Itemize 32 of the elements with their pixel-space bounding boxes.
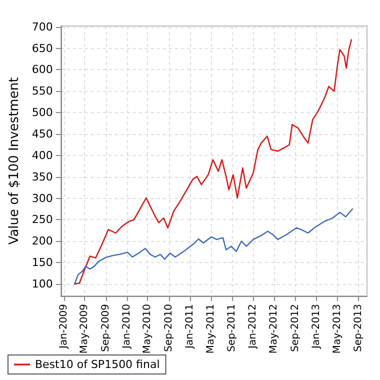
x-tick-label: Jan-2013 — [311, 304, 322, 350]
x-tick-label: Sep-2010 — [163, 304, 174, 352]
y-tick-label: 650 — [32, 42, 53, 55]
y-tick-label: 400 — [32, 148, 53, 162]
y-tick-label: 700 — [32, 20, 53, 34]
y-tick-label: 350 — [32, 170, 53, 184]
y-tick-label: 200 — [32, 234, 53, 248]
x-tick-label: Jan-2011 — [184, 304, 196, 350]
x-tick-label: May-2013 — [332, 304, 343, 354]
x-tick-label: Sep-2013 — [353, 304, 364, 352]
x-tick-label: May-2012 — [268, 304, 280, 354]
line-series — [74, 39, 352, 285]
x-tick-label: Jan-2012 — [248, 304, 259, 350]
x-tick-label: May-2010 — [142, 304, 154, 354]
y-tick-label: 450 — [32, 128, 53, 140]
x-tick-label: Sep-2011 — [226, 304, 238, 352]
y-axis-title: Value of $100 Investment — [7, 77, 22, 245]
x-tick-label: Jan-2009 — [58, 304, 70, 350]
y-tick-label: 100 — [32, 278, 53, 290]
x-tick-label: May-2009 — [79, 304, 90, 354]
y-tick-label: 600 — [32, 63, 53, 76]
legend-label: Best10 of SP1500 final — [35, 358, 160, 371]
x-tick-label: Sep-2012 — [290, 304, 301, 352]
x-tick-label: Jan-2010 — [121, 304, 132, 350]
x-tick-label: Sep-2009 — [100, 304, 112, 352]
y-tick-label: 550 — [32, 84, 53, 98]
x-tick-label: May-2011 — [205, 304, 216, 354]
y-tick-label: 150 — [32, 256, 53, 270]
y-tick-label: 300 — [32, 192, 53, 205]
y-tick-label: 500 — [32, 106, 53, 120]
line-series — [74, 208, 354, 285]
y-tick-label: 250 — [32, 213, 53, 226]
